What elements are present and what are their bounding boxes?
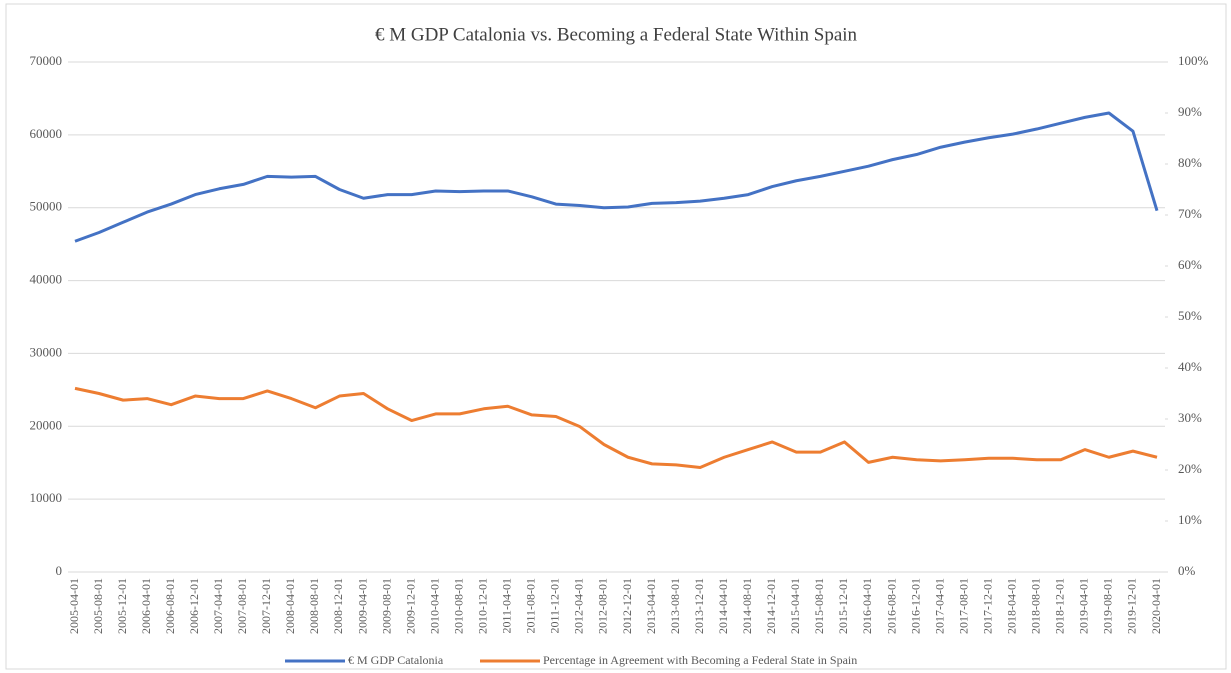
x-tick-label: 2020-04-01 [1149,578,1163,634]
y-tick-label: 10000 [30,490,63,505]
x-tick-label: 2011-08-01 [524,578,538,634]
x-tick-label: 2010-04-01 [427,578,441,634]
x-tick-label: 2019-04-01 [1077,578,1091,634]
legend-label: € M GDP Catalonia [348,653,444,667]
x-tick-label: 2005-12-01 [115,578,129,634]
x-tick-label: 2005-04-01 [67,578,81,634]
x-tick-label: 2012-12-01 [620,578,634,634]
x-tick-label: 2018-08-01 [1029,578,1043,634]
legend-label: Percentage in Agreement with Becoming a … [543,653,857,667]
x-tick-label: 2013-04-01 [644,578,658,634]
x-tick-label: 2019-08-01 [1101,578,1115,634]
x-tick-label: 2008-12-01 [331,578,345,634]
x-tick-label: 2010-08-01 [451,578,465,634]
x-tick-label: 2016-08-01 [884,578,898,634]
x-tick-label: 2011-04-01 [500,578,514,634]
x-tick-label: 2007-08-01 [235,578,249,634]
y-tick-label: 0 [56,563,63,578]
y2-tick-label: 30% [1178,410,1202,425]
y-tick-label: 20000 [30,417,63,432]
y2-tick-label: 0% [1178,563,1196,578]
x-tick-label: 2015-12-01 [836,578,850,634]
x-tick-label: 2012-08-01 [596,578,610,634]
x-tick-label: 2011-12-01 [548,578,562,634]
x-tick-label: 2008-04-01 [283,578,297,634]
y-tick-label: 70000 [30,53,63,68]
y2-tick-label: 10% [1178,512,1202,527]
x-tick-label: 2014-12-01 [764,578,778,634]
chart-title: € M GDP Catalonia vs. Becoming a Federal… [375,24,858,45]
x-tick-label: 2015-08-01 [812,578,826,634]
y2-tick-label: 100% [1178,53,1209,68]
y2-tick-label: 50% [1178,308,1202,323]
x-tick-label: 2013-08-01 [668,578,682,634]
x-tick-label: 2016-12-01 [908,578,922,634]
x-tick-label: 2012-04-01 [572,578,586,634]
series-line [74,386,1158,469]
y2-tick-label: 60% [1178,257,1202,272]
x-tick-label: 2015-04-01 [788,578,802,634]
y-tick-label: 50000 [30,199,63,214]
x-tick-label: 2006-12-01 [187,578,201,634]
x-tick-label: 2013-12-01 [692,578,706,634]
x-tick-label: 2018-12-01 [1053,578,1067,634]
y2-tick-label: 90% [1178,104,1202,119]
x-tick-label: 2014-08-01 [740,578,754,634]
y2-tick-label: 20% [1178,461,1202,476]
series-line [74,111,1159,243]
y2-tick-label: 70% [1178,206,1202,221]
x-tick-label: 2009-04-01 [355,578,369,634]
x-tick-label: 2016-04-01 [860,578,874,634]
x-tick-label: 2017-12-01 [980,578,994,634]
y2-tick-label: 80% [1178,155,1202,170]
x-tick-label: 2014-04-01 [716,578,730,634]
x-tick-label: 2006-04-01 [139,578,153,634]
y-tick-label: 30000 [30,344,63,359]
y2-tick-label: 40% [1178,359,1202,374]
x-tick-label: 2007-12-01 [259,578,273,634]
chart-frame [5,3,1227,670]
y-tick-label: 60000 [30,126,63,141]
x-tick-label: 2019-12-01 [1125,578,1139,634]
x-tick-label: 2008-08-01 [307,578,321,634]
x-tick-label: 2009-08-01 [379,578,393,634]
x-tick-label: 2007-04-01 [211,578,225,634]
x-tick-label: 2017-08-01 [956,578,970,634]
x-tick-label: 2009-12-01 [403,578,417,634]
x-tick-label: 2005-08-01 [91,578,105,634]
x-tick-label: 2006-08-01 [163,578,177,634]
x-tick-label: 2017-04-01 [932,578,946,634]
y-tick-label: 40000 [30,272,63,287]
x-tick-label: 2010-12-01 [476,578,490,634]
x-tick-label: 2018-04-01 [1004,578,1018,634]
